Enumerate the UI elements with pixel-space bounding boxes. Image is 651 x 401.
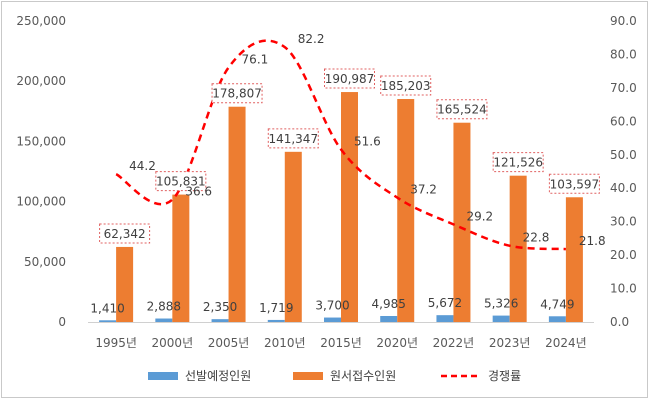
y-left-tick-label: 150,000 — [16, 134, 66, 148]
label-applicants: 185,203 — [381, 79, 431, 93]
label-rate: 29.2 — [466, 209, 493, 223]
bar-quota — [324, 317, 341, 322]
y-right-tick-label: 20.0 — [610, 248, 637, 262]
label-applicants: 190,987 — [325, 72, 375, 86]
legend: 선발예정인원 원서접수인원 경쟁률 — [148, 369, 521, 383]
y-left-tick-label: 50,000 — [24, 255, 66, 269]
bar-applicants — [284, 151, 302, 322]
bar-applicants — [453, 122, 471, 322]
label-applicants: 105,831 — [156, 175, 206, 189]
x-tick-label: 2000년 — [152, 336, 194, 350]
label-quota: 3,700 — [315, 299, 349, 313]
x-tick-label: 1995년 — [95, 336, 137, 350]
bar-quota — [380, 315, 398, 322]
label-applicants: 62,342 — [104, 227, 146, 241]
label-box-applicants — [267, 128, 319, 149]
bar-applicants — [565, 197, 583, 322]
x-tick-label: 2015년 — [320, 336, 362, 350]
label-rate: 82.2 — [298, 32, 325, 46]
right-axis: 0.0 10.0 20.0 30.0 40.0 50.0 60.0 70.0 80.0 90.0 — [610, 14, 637, 329]
label-quota: 1,719 — [259, 301, 293, 315]
label-applicants: 178,807 — [212, 87, 262, 101]
label-box-applicants — [380, 75, 432, 96]
y-right-tick-label: 70.0 — [610, 81, 637, 95]
bar-quota — [155, 318, 173, 322]
label-quota: 1,410 — [90, 301, 124, 315]
y-left-tick-label: 100,000 — [16, 195, 66, 209]
y-right-tick-label: 30.0 — [610, 215, 637, 229]
y-right-tick-label: 10.0 — [610, 282, 637, 296]
legend-label: 경쟁률 — [488, 369, 521, 383]
label-quota: 2,350 — [203, 300, 237, 314]
legend-swatch — [293, 372, 323, 380]
bar-quota — [436, 315, 454, 322]
label-rate: 76.1 — [242, 52, 269, 66]
label-rate: 36.6 — [185, 185, 212, 199]
data-labels: 1,410 2,888 2,350 1,719 3,700 4,985 5,672 5,326… — [90, 32, 605, 315]
bar-quota — [548, 316, 566, 322]
label-quota: 5,672 — [428, 296, 462, 310]
legend-label: 원서접수인원 — [330, 369, 396, 383]
bar-quota — [492, 315, 510, 322]
bar-applicants — [341, 92, 358, 322]
label-box-applicants — [436, 99, 488, 120]
x-axis: 1995년 2000년 2005년 2010년 2015년 2020년 2022년 2023년… — [88, 322, 594, 350]
x-tick-label: 2023년 — [489, 336, 531, 350]
label-box-applicants — [492, 152, 544, 173]
bar-applicants — [116, 246, 134, 322]
bar-quota — [267, 319, 285, 322]
y-left-tick-label: 250,000 — [16, 14, 66, 28]
label-applicants: 141,347 — [268, 132, 318, 146]
label-rate: 21.8 — [579, 234, 606, 248]
label-rate: 51.6 — [354, 134, 381, 148]
y-right-tick-label: 50.0 — [610, 148, 637, 162]
y-right-tick-label: 90.0 — [610, 14, 637, 28]
label-applicants: 103,597 — [550, 177, 600, 191]
label-rate: 37.2 — [410, 183, 437, 197]
left-axis: 0 50,000 100,000 150,000 200,000 250,000 — [16, 14, 66, 329]
x-tick-label: 2020년 — [376, 336, 418, 350]
x-tick-label: 2022년 — [433, 336, 475, 350]
bar-applicants — [228, 106, 246, 322]
label-quota: 2,888 — [147, 300, 181, 314]
bar-quota — [211, 319, 229, 322]
label-quota: 5,326 — [484, 297, 518, 311]
label-applicants: 121,526 — [493, 156, 543, 170]
y-right-tick-label: 80.0 — [610, 47, 637, 61]
bar-applicants — [172, 194, 190, 322]
bars — [99, 92, 583, 322]
bar-applicants — [397, 99, 415, 322]
label-box-applicants — [324, 68, 375, 89]
y-left-tick-label: 200,000 — [16, 74, 66, 88]
bar-quota — [99, 320, 117, 322]
legend-swatch — [148, 372, 178, 380]
label-rate: 22.8 — [523, 231, 550, 245]
x-tick-label: 2005년 — [208, 336, 250, 350]
label-quota: 4,985 — [372, 297, 406, 311]
label-box-applicants — [155, 171, 207, 192]
label-box-applicants — [99, 223, 151, 244]
label-box-applicants — [211, 83, 263, 104]
bar-applicants — [509, 175, 527, 322]
label-box-applicants — [548, 173, 600, 194]
label-quota: 4,749 — [540, 297, 574, 311]
legend-label: 선발예정인원 — [185, 369, 251, 383]
x-tick-label: 2010년 — [264, 336, 306, 350]
y-right-tick-label: 0.0 — [610, 315, 629, 329]
y-left-tick-label: 0 — [58, 315, 66, 329]
label-rate: 44.2 — [129, 159, 156, 173]
y-right-tick-label: 40.0 — [610, 181, 637, 195]
y-right-tick-label: 60.0 — [610, 114, 637, 128]
label-applicants: 165,524 — [437, 103, 487, 117]
x-tick-label: 2024년 — [545, 336, 587, 350]
